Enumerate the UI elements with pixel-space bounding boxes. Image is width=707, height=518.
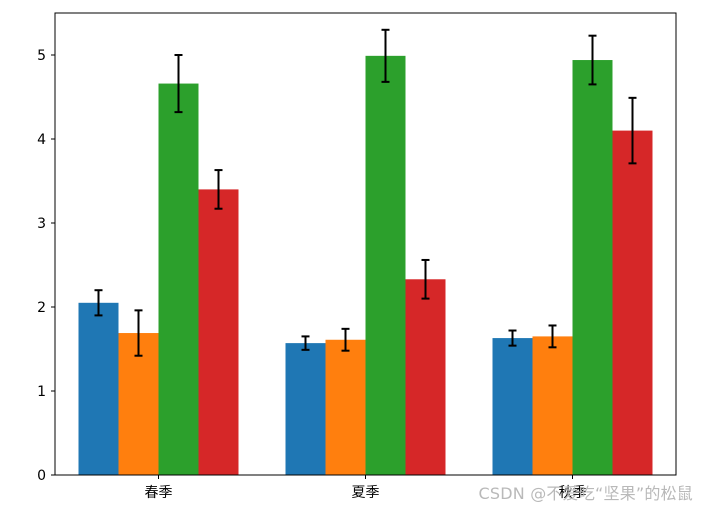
y-tick-label-2: 2 — [37, 300, 46, 316]
error-bar-series1-秋季 — [508, 329, 517, 347]
bar-series1-夏季 — [285, 343, 326, 475]
bar-series4-秋季 — [612, 130, 653, 475]
bar-series3-夏季 — [365, 55, 406, 476]
bar-series2-秋季 — [532, 336, 573, 475]
x-tick-label-春季: 春季 — [145, 485, 173, 501]
bar-series4-夏季 — [405, 279, 446, 475]
y-tick-label-3: 3 — [37, 216, 46, 232]
error-bar-series1-春季 — [94, 289, 103, 317]
error-bar-series3-秋季 — [588, 34, 597, 86]
error-bar-series2-春季 — [134, 309, 143, 357]
error-bar-series3-夏季 — [381, 28, 390, 83]
y-tick-label-1: 1 — [37, 384, 46, 400]
error-bar-series4-夏季 — [421, 258, 430, 300]
error-bars-layer — [94, 28, 637, 357]
error-bar-series4-春季 — [214, 169, 223, 210]
bar-series2-夏季 — [325, 339, 366, 475]
ticks-layer: 0 1 2 3 4 5 春季 夏季 秋季 — [37, 48, 586, 501]
bars-layer — [78, 55, 653, 476]
y-tick-label-4: 4 — [37, 132, 46, 148]
error-bar-series2-夏季 — [341, 327, 350, 352]
error-bar-series2-秋季 — [548, 324, 557, 349]
watermark-text: CSDN @不爱吃“坚果”的松鼠 — [478, 484, 693, 503]
error-bar-series4-秋季 — [628, 96, 637, 165]
bar-series4-春季 — [198, 189, 239, 475]
y-tick-label-5: 5 — [37, 48, 46, 64]
x-tick-label-秋季: 秋季 — [559, 485, 587, 501]
y-tick-label-0: 0 — [37, 468, 46, 484]
bar-series1-春季 — [78, 302, 119, 475]
bar-series1-秋季 — [492, 338, 533, 475]
bar-series3-秋季 — [572, 60, 613, 475]
x-tick-label-夏季: 夏季 — [352, 485, 380, 501]
bar-series3-春季 — [158, 83, 199, 475]
error-bar-series3-春季 — [174, 54, 183, 114]
error-bar-series1-夏季 — [301, 335, 310, 351]
